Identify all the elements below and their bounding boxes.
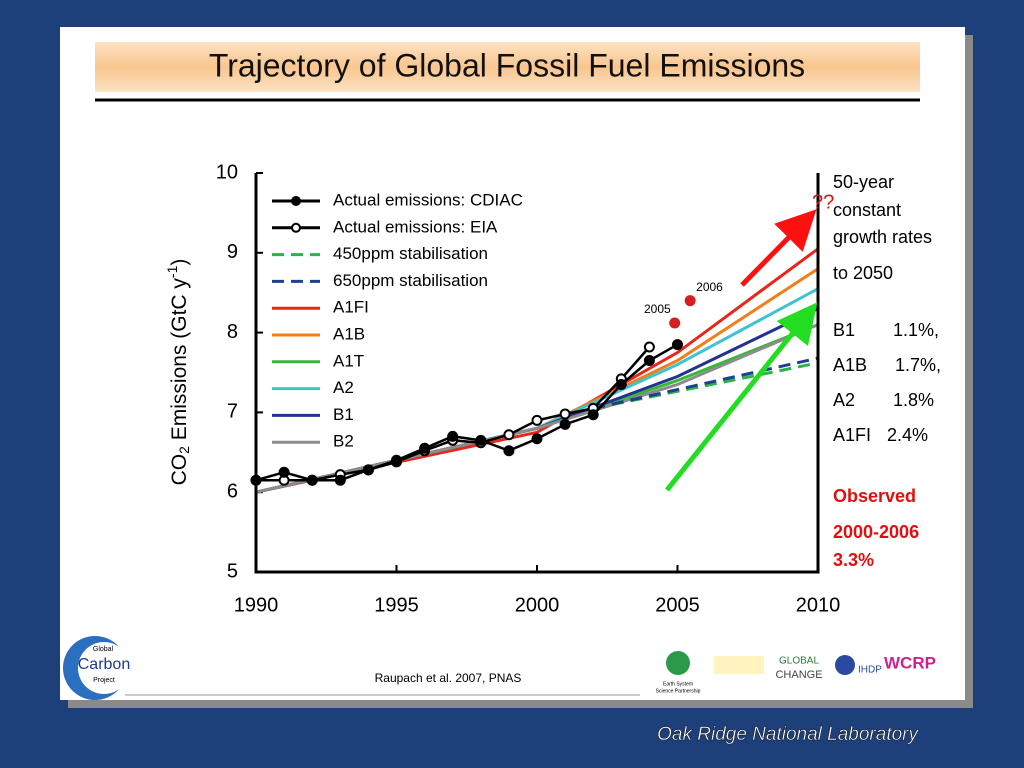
- x-tick-label: 1990: [234, 594, 279, 616]
- essp-logo: [666, 651, 690, 675]
- annotation: 50-year: [833, 172, 894, 192]
- logo-text: Science Partnership: [656, 688, 701, 694]
- data-point: [447, 430, 459, 442]
- data-point: [391, 454, 402, 466]
- y-axis-label: CO2 Emissions (GtC y-1): [164, 259, 192, 486]
- red-arrow: [740, 209, 817, 287]
- data-point: [531, 433, 543, 445]
- data-point: [615, 378, 627, 390]
- logo-text: Carbon: [78, 656, 130, 673]
- green-arrow: [665, 302, 818, 492]
- legend-label: 650ppm stabilisation: [333, 271, 488, 290]
- y-tick-label: 5: [227, 560, 238, 582]
- annotation: 1.1%,: [893, 320, 939, 340]
- legend-label: Actual emissions: EIA: [333, 217, 498, 236]
- legend-marker: [291, 196, 301, 206]
- x-tick-label: 1995: [374, 594, 419, 616]
- annotation: 2.4%: [887, 425, 928, 445]
- y-tick-label: 6: [227, 480, 238, 502]
- y-tick-label: 7: [227, 401, 238, 423]
- logo-text: Project: [93, 677, 115, 684]
- data-point: [531, 414, 543, 426]
- data-point: [475, 434, 487, 446]
- data-point: [306, 474, 318, 486]
- question-mark: ??: [812, 191, 834, 213]
- annotation: 2000-2006: [833, 522, 919, 542]
- y-label-part: ): [168, 259, 191, 266]
- logo-text: GLOBAL: [779, 656, 819, 667]
- y-label-part: CO: [168, 454, 191, 486]
- logo-text: Earth System: [663, 681, 693, 687]
- x-tick-label: 2005: [655, 594, 700, 616]
- annotation: 1.8%: [893, 390, 934, 410]
- x-tick-label: 2010: [796, 594, 841, 616]
- ihdp-logo: [835, 655, 855, 675]
- y-tick-label: 8: [227, 321, 238, 343]
- y-tick-label: 9: [227, 241, 238, 263]
- annotation: A2: [833, 390, 855, 410]
- data-point: [559, 408, 571, 420]
- legend-marker: [291, 222, 301, 233]
- x-tick-label: 2000: [515, 594, 560, 616]
- citation: Raupach et al. 2007, PNAS: [375, 671, 522, 685]
- legend-label: B1: [333, 405, 354, 424]
- legend-label: A1B: [333, 324, 365, 343]
- gcp-logo-inner: [78, 642, 130, 694]
- data-point: [503, 445, 515, 457]
- annotation: to 2050: [833, 263, 893, 283]
- logo-text: CHANGE: [775, 669, 822, 681]
- data-point: [419, 442, 431, 454]
- data-point: [278, 466, 290, 478]
- annotation: 3.3%: [833, 550, 874, 570]
- annotation: 1.7%,: [895, 355, 941, 375]
- axis-frame: [254, 173, 820, 574]
- data-point: [503, 429, 515, 441]
- observed-point: [684, 295, 696, 307]
- annotation: A1B: [833, 355, 867, 375]
- series-line: [255, 343, 679, 482]
- title-band: [95, 42, 920, 92]
- y-label-part: Emissions (GtC y: [168, 278, 191, 447]
- legend-label: Actual emissions: CDIAC: [333, 190, 523, 209]
- logo-text: WCRP: [884, 653, 936, 672]
- y-tick-label: 10: [216, 161, 238, 183]
- legend-label: A1FI: [333, 298, 369, 317]
- data-point: [643, 355, 655, 367]
- data-point: [334, 474, 346, 486]
- plot: 5 6 7 8 9 10 1990 1995 2000 2005 2010 2005 2006 Actua…: [216, 161, 841, 616]
- legend-label: 450ppm stabilisation: [333, 244, 488, 263]
- y-label-sub: 2: [176, 446, 192, 454]
- series-line: [592, 356, 819, 410]
- lab-name: Oak Ridge National Laboratory: [657, 724, 919, 745]
- y-label-sup: -1: [164, 265, 180, 278]
- legend-label: A1T: [333, 351, 364, 370]
- slide-panel: [60, 27, 965, 700]
- legend-label: A2: [333, 378, 354, 397]
- annotation: B1: [833, 320, 855, 340]
- chart-title: Trajectory of Global Fossil Fuel Emissio…: [209, 47, 805, 83]
- observed-label: 2005: [644, 302, 671, 316]
- annotation: constant: [833, 200, 901, 220]
- legend-label: B2: [333, 432, 354, 451]
- observed-label: 2006: [696, 280, 723, 294]
- data-point: [672, 339, 683, 351]
- annotation: Observed: [833, 486, 916, 506]
- data-point: [643, 341, 655, 353]
- annotation: growth rates: [833, 227, 932, 247]
- annotation: A1FI: [833, 425, 871, 445]
- diversitas-logo: [714, 656, 764, 674]
- data-point: [559, 418, 571, 430]
- logo-text: Global: [93, 646, 114, 653]
- data-point: [362, 464, 374, 476]
- logo-text: IHDP: [858, 665, 882, 676]
- data-point: [587, 409, 599, 421]
- observed-point: [669, 317, 681, 329]
